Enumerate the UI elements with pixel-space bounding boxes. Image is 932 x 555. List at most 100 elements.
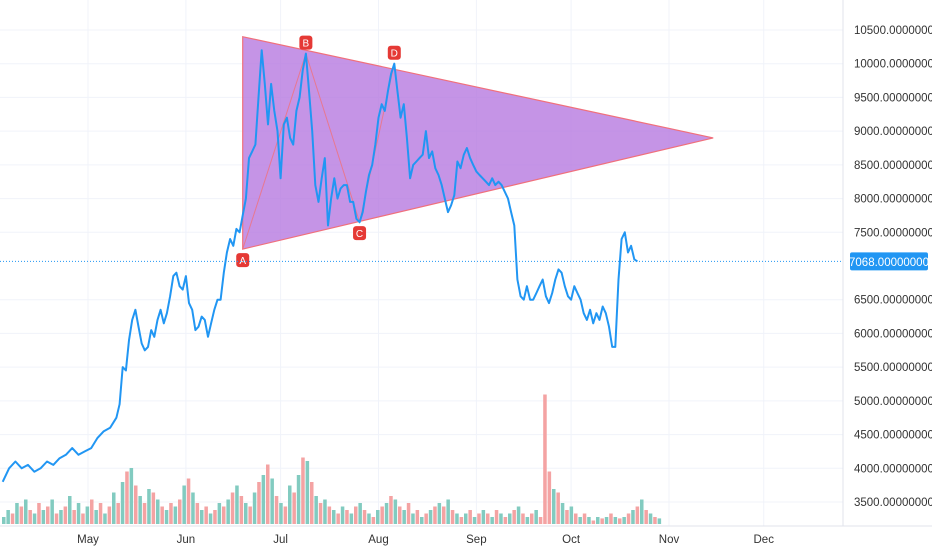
volume-bar — [301, 457, 305, 524]
volume-bar — [230, 492, 235, 524]
current-price-badge — [850, 252, 928, 271]
volume-bar — [323, 499, 327, 524]
x-axis-background — [0, 526, 932, 550]
volume-bar — [173, 506, 178, 524]
volume-bar — [37, 503, 41, 524]
volume-bar — [380, 506, 384, 524]
volume-bar — [98, 503, 103, 524]
x-axis: May Jun Jul Aug Sep Oct Nov Dec — [0, 525, 932, 550]
price-badge: 7068.00000000 — [849, 252, 929, 271]
volume-bar — [534, 510, 538, 524]
volume-bar — [164, 510, 169, 524]
pattern-point-label: C — [356, 229, 363, 240]
volume-bar — [85, 506, 90, 524]
x-tick-label: Nov — [659, 534, 680, 546]
volume-bar — [587, 517, 591, 524]
volume-bar — [472, 517, 477, 524]
price-line — [1, 49, 638, 483]
volume-bar — [609, 513, 613, 524]
volume-bar — [512, 510, 516, 524]
volume-bar — [604, 517, 609, 524]
volume-bar — [596, 517, 600, 524]
volume-bar — [543, 394, 547, 524]
volume-bar — [182, 485, 186, 524]
volume-bar — [560, 503, 565, 524]
volume-bar — [257, 482, 261, 524]
volume-bar — [433, 506, 437, 524]
volume-bar — [503, 517, 508, 524]
volume-bar — [547, 471, 552, 524]
volume-bar — [125, 471, 129, 524]
y-tick-label: 8000.00000000 — [854, 194, 932, 206]
volume-bar — [226, 499, 230, 524]
x-tick-label: Jul — [273, 534, 288, 546]
volume-bar — [468, 510, 472, 524]
y-tick-label: 9500.00000000 — [854, 92, 932, 104]
volume-bar — [406, 503, 411, 524]
y-tick-label: 4000.00000000 — [854, 463, 932, 475]
volume-bar — [349, 513, 354, 524]
volume-bar — [450, 510, 455, 524]
volume-bar — [63, 506, 68, 524]
volume-bar — [283, 506, 288, 524]
volume-bar — [574, 513, 578, 524]
volume-bar — [389, 496, 393, 524]
pattern-point-a[interactable]: A — [236, 253, 250, 268]
volume-bar — [420, 517, 424, 524]
volume-bar — [169, 503, 173, 524]
volume-bar — [24, 499, 28, 524]
volume-bar — [204, 506, 208, 524]
triangle-pattern-shape[interactable] — [242, 35, 714, 250]
volume-bar — [151, 492, 156, 524]
volume-bar — [90, 499, 94, 524]
volume-bar — [582, 513, 587, 524]
y-tick-label: 3500.00000000 — [854, 497, 932, 509]
volume-bar — [147, 489, 151, 524]
volume-bar — [398, 506, 402, 524]
y-tick-label: 8500.00000000 — [854, 160, 932, 172]
volume-bar — [508, 513, 512, 524]
volume-bar — [200, 510, 204, 524]
volume-bar — [191, 492, 195, 524]
pattern-point-b[interactable]: B — [299, 35, 313, 50]
volume-bar — [578, 517, 582, 524]
volume-bar — [525, 517, 530, 524]
volume-bar — [107, 506, 112, 524]
volume-bar — [116, 503, 120, 524]
volume-bar — [134, 485, 138, 524]
y-tick-label: 10000.00000000 — [854, 59, 932, 71]
volume-bar — [15, 503, 19, 524]
volume-bar — [635, 506, 640, 524]
volume-bar — [613, 517, 618, 524]
x-tick-label: Oct — [562, 534, 581, 546]
pattern-point-d[interactable]: D — [387, 45, 401, 60]
y-tick-label: 4500.00000000 — [854, 430, 932, 442]
volume-bar — [336, 513, 340, 524]
volume-bar — [10, 513, 15, 524]
volume-bar — [384, 503, 389, 524]
volume-bar — [332, 510, 336, 524]
volume-bar — [428, 510, 433, 524]
volume-bar — [94, 510, 98, 524]
volume-bar — [464, 513, 468, 524]
pattern-point-c[interactable]: C — [353, 226, 367, 241]
volume-bar — [28, 510, 32, 524]
volume-bar — [424, 513, 428, 524]
volume-bar — [142, 503, 147, 524]
volume-bar — [274, 496, 279, 524]
volume-bar — [556, 492, 560, 524]
pattern-point-markers[interactable]: A B C D — [236, 35, 401, 268]
volume-bar — [393, 499, 398, 524]
volume-bar — [618, 518, 622, 524]
triangle-pattern[interactable] — [242, 35, 714, 250]
pattern-point-label: B — [303, 39, 310, 50]
volume-bar — [437, 503, 442, 524]
volume-bar — [455, 513, 459, 524]
volume-bar — [244, 503, 248, 524]
volume-bar — [648, 513, 653, 524]
volume-bar — [261, 475, 266, 524]
volume-bar — [50, 499, 54, 524]
